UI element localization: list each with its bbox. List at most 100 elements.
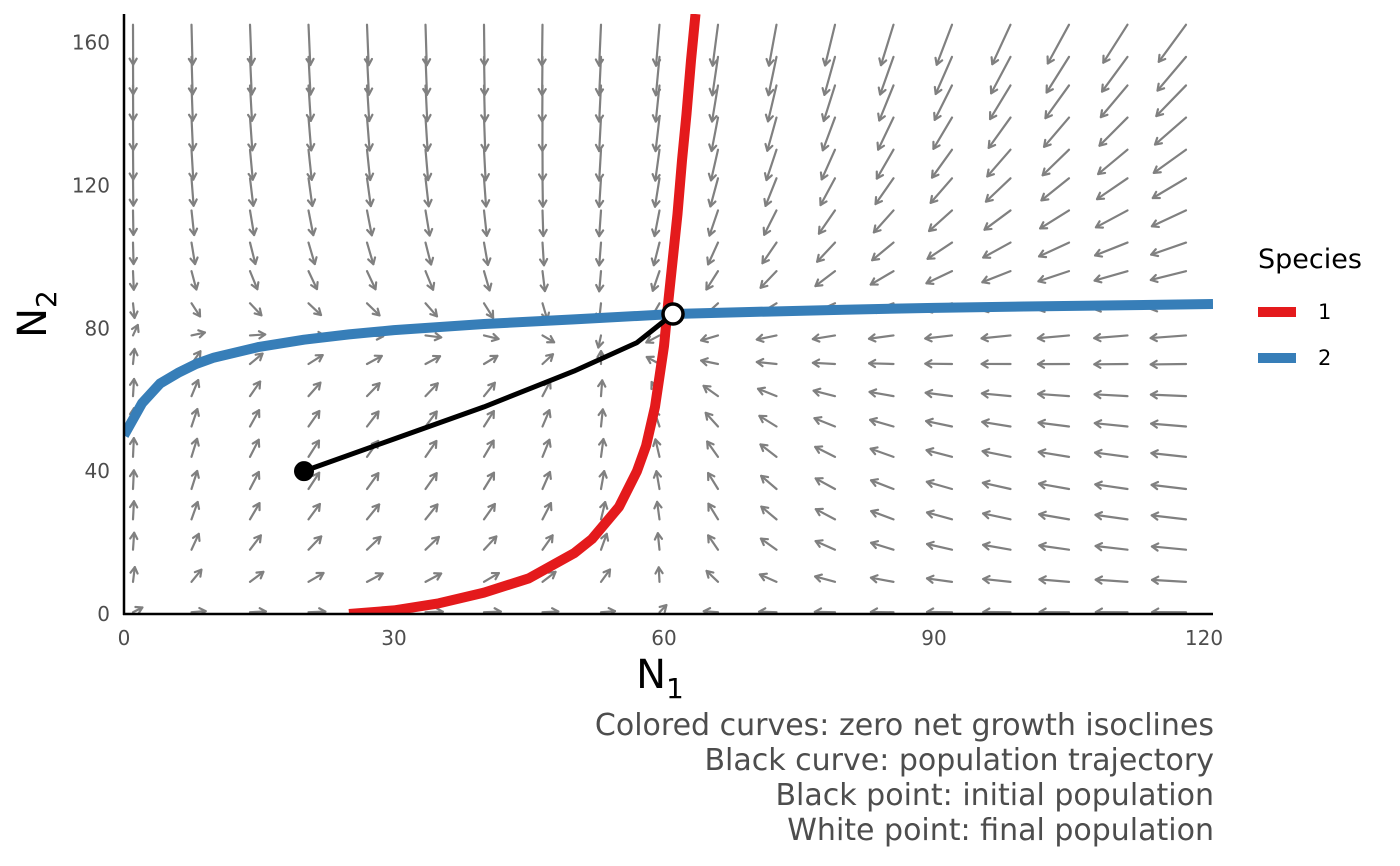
x-axis-title: N1 [636,652,684,700]
vector-arrow-head [423,198,433,208]
vector-arrow-head [925,447,935,457]
vector-arrow [190,302,202,318]
vector-arrow [129,377,139,398]
vector-arrow-shaft [190,116,195,152]
vector-arrow [246,23,256,67]
vector-arrow-shaft [541,409,551,428]
vector-arrow-head [486,471,496,481]
vector-arrow-head [984,193,994,203]
vector-arrow-head [1094,575,1104,585]
vector-arrow-head [422,87,432,96]
vector-arrow-head [980,389,990,399]
vector-arrow [482,302,495,319]
vector-arrow [424,607,444,614]
vector-arrow [306,148,316,181]
vector-arrow [1093,241,1129,258]
vector-arrow-shaft [541,610,560,614]
vector-arrow-head [871,252,881,262]
vector-arrow-shaft [759,270,778,289]
vector-arrow [424,503,439,521]
vector-arrow-shaft [813,417,837,428]
vector-arrow-head [867,358,877,369]
vector-arrow-head [190,281,200,291]
vector-arrow-shaft [190,209,196,237]
x-tick-label: 0 [118,626,131,650]
vector-arrow [482,241,492,267]
vector-arrow-head [1097,166,1107,176]
vector-arrow-shaft [424,535,441,551]
vector-arrow [1150,209,1188,229]
vector-arrow [365,535,382,551]
vector-arrow-shaft [307,354,324,366]
vector-arrow-shaft [766,116,778,152]
vector-arrow-head [981,479,991,489]
vector-arrow-head [252,380,262,390]
vector-arrow [594,209,605,238]
vector-arrow-shaft [190,532,200,551]
vector-arrow-head [814,507,824,517]
vector-arrow-shaft [365,148,372,182]
vector-arrow [248,438,261,458]
vector-arrow [925,417,954,428]
vector-arrow-head [988,110,998,121]
vector-arrow-head [867,333,877,343]
vector-arrow-shaft [482,23,486,67]
vector-arrow-shaft [307,610,327,614]
vector-arrow-shaft [248,177,255,207]
vector-arrow-shaft [1093,393,1129,398]
vector-arrow-head [594,173,605,182]
vector-arrow [760,505,778,521]
vector-arrow [759,537,778,551]
vector-arrow [480,116,490,152]
vector-arrow-head [429,472,438,482]
vector-arrow-shaft [926,241,954,260]
vector-arrow-shaft [651,270,661,292]
vector-arrow-shaft [599,500,607,521]
vector-arrow-head [422,113,432,123]
vector-arrow-head [650,257,660,267]
vector-arrow-shaft [307,270,319,291]
vector-arrow-head [1094,480,1103,490]
vector-arrow-shaft [811,334,837,341]
vector-arrow [819,177,837,207]
vector-arrow [1099,84,1129,119]
vector-arrow-shaft [872,209,895,234]
vector-arrow-shaft [248,333,267,337]
vector-arrow-head [597,408,607,417]
vector-arrow-shaft [307,241,316,266]
vector-arrow-shaft [424,23,428,67]
vector-arrow-shaft [248,23,253,67]
vector-arrow-head [251,409,261,419]
vector-arrow-head [934,56,944,66]
vector-arrow [307,502,321,521]
vector-arrow-head [595,258,605,267]
vector-arrow-shaft [711,55,720,97]
vector-arrow-shaft [759,537,778,551]
vector-arrow-head [869,416,878,427]
vector-arrow [307,302,323,317]
vector-arrow [755,357,778,368]
vector-arrow-shaft [482,241,490,267]
vector-arrow [1149,332,1188,343]
vector-arrow [247,116,257,152]
vector-arrow-shaft [925,449,954,458]
vector-arrow [933,84,954,121]
vector-arrow-shaft [654,148,661,182]
vector-arrow-head [128,256,139,266]
legend-title: Species [1258,244,1362,275]
vector-arrow-shaft [131,531,136,551]
trajectory-layer [303,312,675,474]
vector-arrow [482,270,493,292]
vector-arrow [128,500,139,521]
vector-arrow [763,177,778,207]
vector-arrow-shaft [709,177,720,208]
vector-arrow [870,508,895,521]
vector-arrow-shaft [131,302,136,320]
vector-arrow [541,607,560,614]
vector-arrow [594,148,605,182]
vector-arrow-head [869,574,879,584]
vector-arrow-shaft [190,241,197,266]
vector-arrow-shaft [878,84,895,122]
vector-arrow-head [925,417,934,427]
vector-arrow-head [483,282,493,292]
